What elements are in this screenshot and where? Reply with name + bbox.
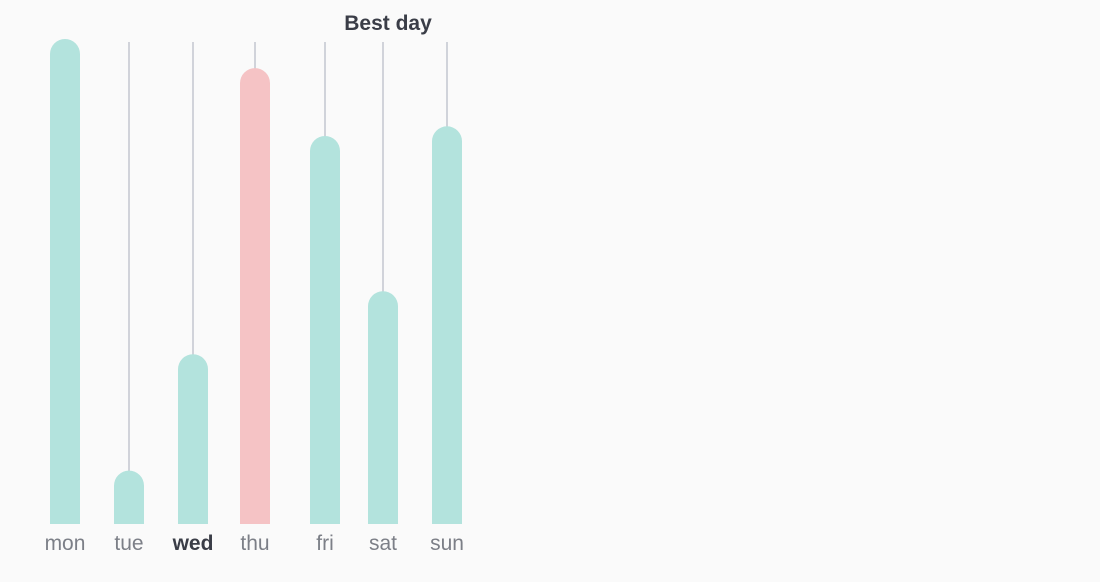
chart-title: Best day xyxy=(344,12,432,35)
x-label-sat: sat xyxy=(369,532,397,555)
bar-tue xyxy=(114,470,144,524)
x-axis-labels: mon tue wed thu fri sat sun xyxy=(45,532,464,555)
x-label-wed: wed xyxy=(172,532,214,555)
x-label-mon: mon xyxy=(45,532,86,555)
bar-fri xyxy=(310,136,340,524)
x-label-tue: tue xyxy=(114,532,143,555)
bar-stems xyxy=(128,42,448,486)
bar-mon xyxy=(50,39,80,524)
bar-sat xyxy=(368,291,398,524)
bar-wed xyxy=(178,354,208,524)
x-label-sun: sun xyxy=(430,532,464,555)
x-label-thu: thu xyxy=(240,532,269,555)
bar-thu xyxy=(240,68,270,524)
x-label-fri: fri xyxy=(316,532,334,555)
bars xyxy=(50,39,462,524)
bar-sun xyxy=(432,126,462,524)
